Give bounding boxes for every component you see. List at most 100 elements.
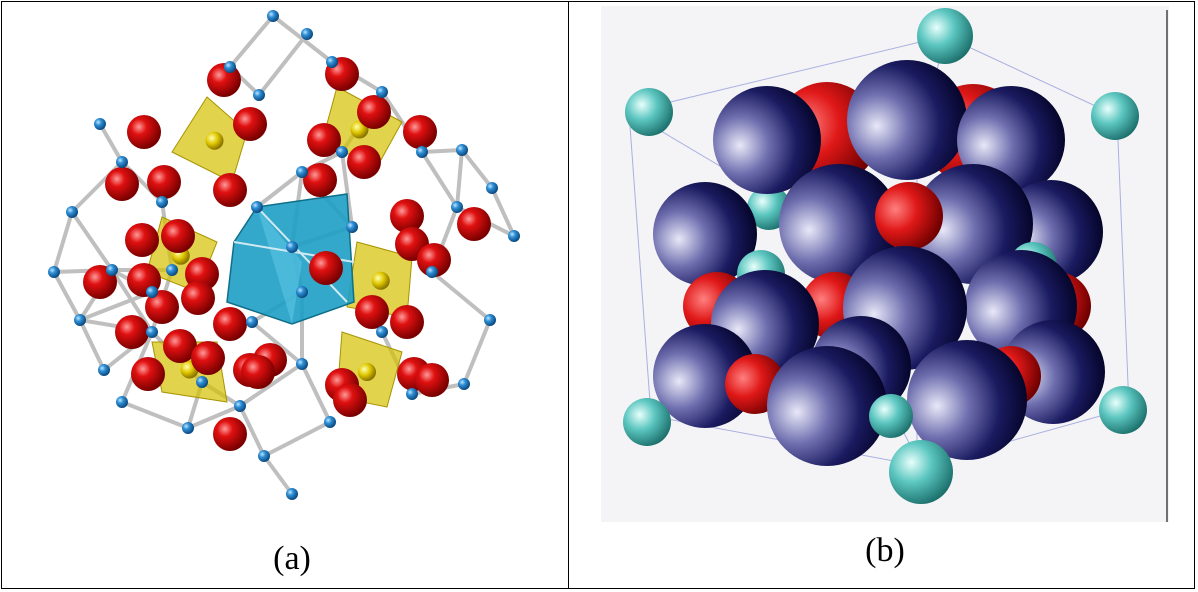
yellow-atom xyxy=(358,363,376,381)
oxygen-atom xyxy=(233,107,267,141)
small-blue-atom xyxy=(456,144,468,156)
small-blue-atom xyxy=(166,264,178,276)
small-blue-atom xyxy=(246,316,258,328)
small-blue-atom xyxy=(376,86,388,98)
teal-sphere xyxy=(623,398,671,446)
small-blue-atom xyxy=(324,416,336,428)
teal-sphere xyxy=(917,8,973,64)
small-blue-atom xyxy=(48,266,60,278)
small-blue-atom xyxy=(406,388,418,400)
space-filling-structure-drawing xyxy=(601,6,1169,522)
small-blue-atom xyxy=(116,396,128,408)
oxygen-atom xyxy=(207,63,241,97)
bond xyxy=(457,150,462,207)
oxygen-atom xyxy=(355,295,389,329)
oxygen-atom xyxy=(191,341,225,375)
small-blue-atom xyxy=(286,488,298,500)
small-blue-atom xyxy=(66,206,78,218)
small-blue-atom xyxy=(146,286,158,298)
oxygen-atom xyxy=(347,145,381,179)
panel-b-structure-image xyxy=(601,6,1169,526)
small-blue-atom xyxy=(296,166,308,178)
small-blue-atom xyxy=(196,376,208,388)
large-navy-sphere xyxy=(847,60,967,180)
bond xyxy=(264,422,330,456)
small-blue-atom xyxy=(224,61,236,73)
red-sphere xyxy=(875,182,943,250)
oxygen-atom xyxy=(127,115,161,149)
bond xyxy=(422,152,457,207)
yellow-atom xyxy=(206,132,224,150)
yellow-atom xyxy=(372,272,390,290)
oxygen-atom xyxy=(213,173,247,207)
small-blue-atom xyxy=(98,364,110,376)
small-blue-atom xyxy=(508,230,520,242)
oxygen-atom xyxy=(307,123,341,157)
oxygen-atom xyxy=(457,207,491,241)
small-blue-atom xyxy=(286,241,298,253)
small-blue-atom xyxy=(301,28,313,40)
oxygen-atom xyxy=(303,163,337,197)
oxygen-atom xyxy=(147,165,181,199)
small-blue-atom xyxy=(74,314,86,326)
caption-a: (a) xyxy=(232,540,352,578)
small-blue-atom xyxy=(94,118,106,130)
small-blue-atom xyxy=(253,89,265,101)
small-blue-atom xyxy=(296,286,308,298)
teal-sphere xyxy=(869,394,913,438)
small-blue-atom xyxy=(267,10,279,22)
small-blue-atom xyxy=(486,182,498,194)
small-blue-atom xyxy=(426,266,438,278)
small-blue-atom xyxy=(258,450,270,462)
small-blue-atom xyxy=(251,201,263,213)
panel-a-structure-image xyxy=(2,2,568,522)
bond xyxy=(302,364,330,422)
oxygen-atom xyxy=(115,315,149,349)
oxygen-atom xyxy=(161,219,195,253)
small-blue-atom xyxy=(106,264,118,276)
bond xyxy=(259,34,307,95)
oxygen-atom xyxy=(181,281,215,315)
caption-b: (b) xyxy=(825,532,945,570)
teal-sphere xyxy=(1099,386,1147,434)
oxygen-atom xyxy=(131,357,165,391)
small-blue-atom xyxy=(336,146,348,158)
small-blue-atom xyxy=(146,326,158,338)
bond xyxy=(432,272,490,320)
oxygen-atom xyxy=(333,383,367,417)
bond xyxy=(72,212,112,270)
teal-sphere xyxy=(1091,92,1139,140)
bond xyxy=(54,272,80,320)
teal-sphere xyxy=(625,88,673,136)
oxygen-atom xyxy=(390,305,424,339)
bond xyxy=(80,320,104,370)
small-blue-atom xyxy=(234,400,246,412)
small-blue-atom xyxy=(376,326,388,338)
oxygen-atom xyxy=(125,223,159,257)
bond xyxy=(464,320,490,384)
bond xyxy=(264,456,292,494)
small-blue-atom xyxy=(296,358,308,370)
bond xyxy=(422,150,462,152)
polyhedral-structure-drawing xyxy=(2,2,568,522)
oxygen-atom xyxy=(309,251,343,285)
teal-sphere xyxy=(889,440,953,504)
small-blue-atom xyxy=(451,201,463,213)
oxygen-atom xyxy=(213,307,247,341)
bond xyxy=(54,212,72,272)
small-blue-atom xyxy=(182,422,194,434)
oxygen-atom xyxy=(415,363,449,397)
oxygen-atom xyxy=(241,355,275,389)
small-blue-atom xyxy=(116,156,128,168)
oxygen-atom xyxy=(357,95,391,129)
oxygen-atom xyxy=(403,115,437,149)
small-blue-atom xyxy=(156,196,168,208)
panel-divider xyxy=(568,1,569,589)
small-blue-atom xyxy=(346,221,358,233)
small-blue-atom xyxy=(458,378,470,390)
bond xyxy=(462,150,492,188)
bond xyxy=(230,16,273,67)
small-blue-atom xyxy=(484,314,496,326)
oxygen-atom xyxy=(105,167,139,201)
small-blue-atom xyxy=(326,56,338,68)
